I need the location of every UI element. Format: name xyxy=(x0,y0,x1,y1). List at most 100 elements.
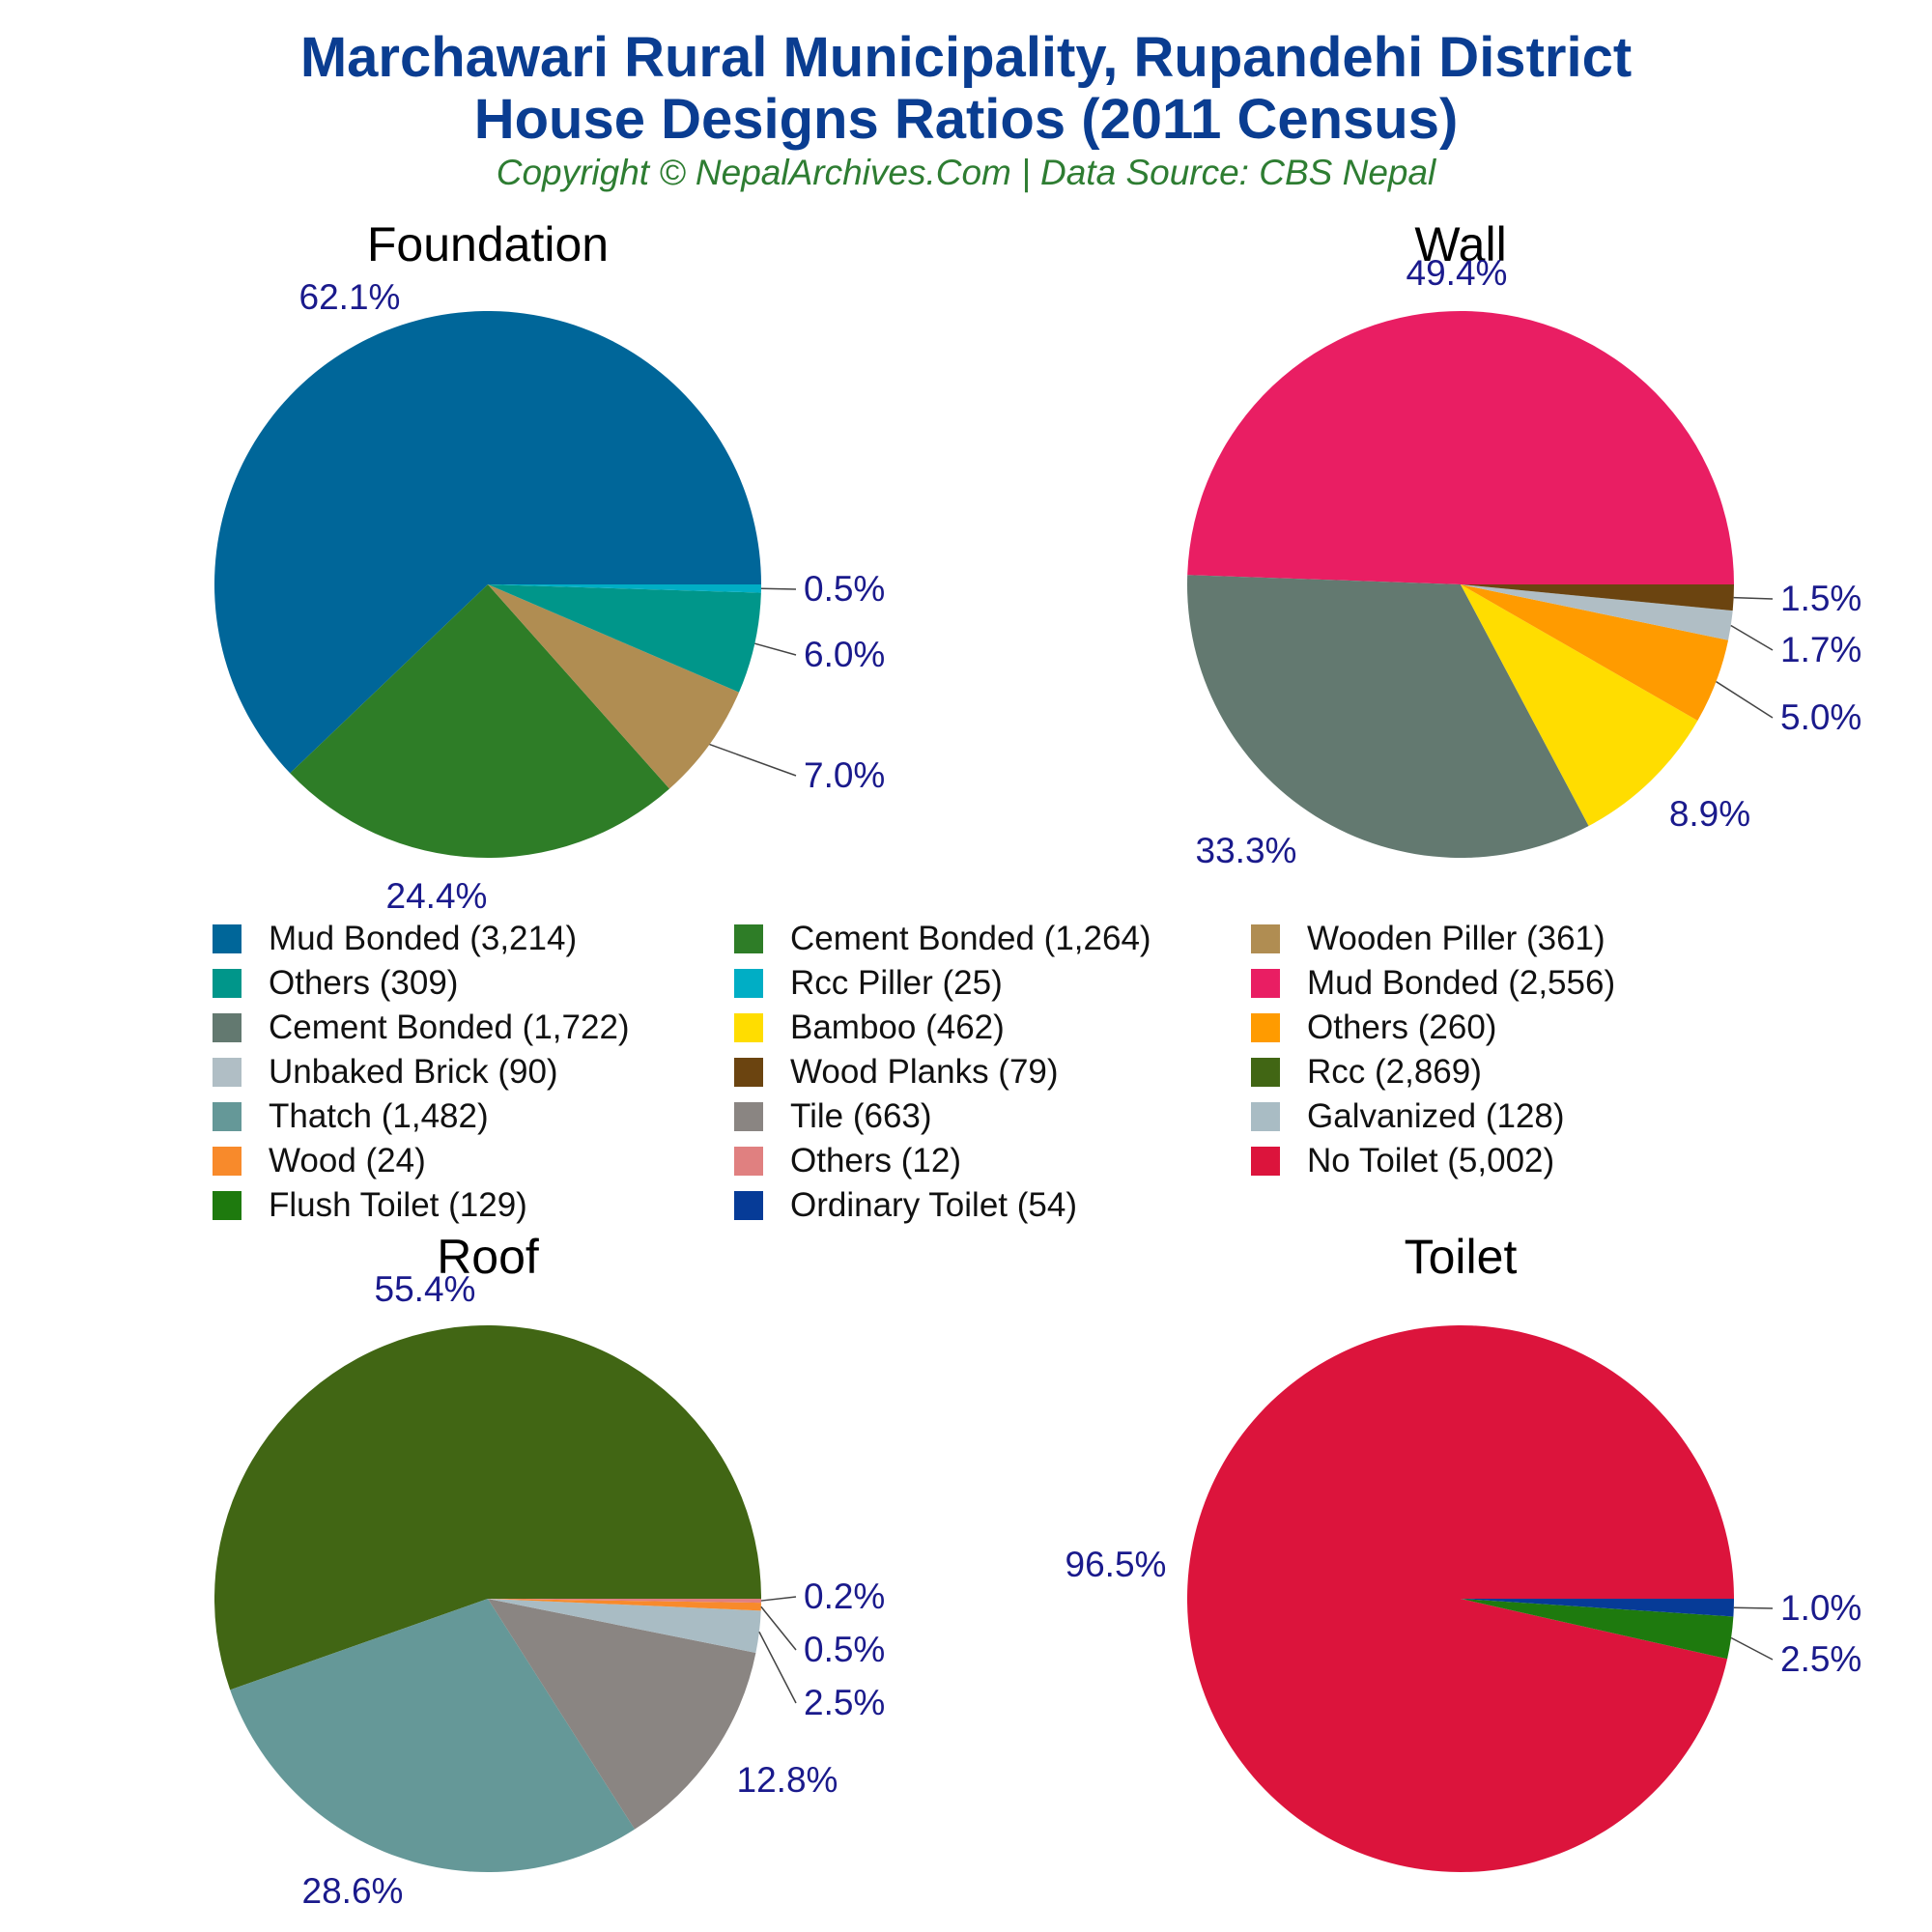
label-leader-line xyxy=(1730,1636,1774,1661)
pie-slice-cement-bonded xyxy=(1187,575,1589,858)
legend-label: Galvanized (128) xyxy=(1307,1097,1565,1135)
legend-label: Unbaked Brick (90) xyxy=(269,1053,558,1091)
chart-subtitle: Copyright © NepalArchives.Com | Data Sou… xyxy=(496,153,1436,192)
legend-item: Mud Bonded (2,556) xyxy=(1251,962,1615,1005)
legend-label: Mud Bonded (3,214) xyxy=(269,920,578,957)
pie-percent-label: 0.5% xyxy=(804,569,885,609)
legend-item: Unbaked Brick (90) xyxy=(213,1051,558,1094)
pie-percent-label: 0.2% xyxy=(804,1577,885,1616)
label-leader-line xyxy=(760,587,797,590)
pie-percent-label: 6.0% xyxy=(804,635,885,674)
legend-label: Rcc Piller (25) xyxy=(790,964,1003,1002)
legend-label: Wood Planks (79) xyxy=(790,1053,1059,1091)
pie-slice-others xyxy=(488,1599,761,1604)
legend: Mud Bonded (3,214) Cement Bonded (1,264) W… xyxy=(213,918,1719,1236)
pie-slice-mud-bonded xyxy=(213,310,761,774)
pie-percent-label: 2.5% xyxy=(1780,1639,1861,1679)
pie-slice-unbaked-brick xyxy=(1461,584,1733,640)
legend-swatch xyxy=(1251,924,1280,953)
pie-slice-tile xyxy=(488,1599,756,1830)
legend-item: Bamboo (462) xyxy=(734,1007,1005,1049)
legend-swatch xyxy=(213,1191,242,1220)
legend-label: Cement Bonded (1,264) xyxy=(790,920,1151,957)
legend-swatch xyxy=(734,1147,763,1176)
legend-item: Cement Bonded (1,722) xyxy=(213,1007,630,1049)
legend-swatch xyxy=(1251,969,1280,998)
pie-percent-label: 55.4% xyxy=(375,1269,476,1309)
pie-slice-flush-toilet xyxy=(1461,1599,1734,1660)
legend-item: Flush Toilet (129) xyxy=(213,1184,527,1227)
label-leader-line xyxy=(709,743,797,777)
pie-slice-others xyxy=(1461,584,1729,721)
pie-slice-wood xyxy=(488,1599,761,1611)
legend-label: Bamboo (462) xyxy=(790,1009,1005,1046)
pie-title: Foundation xyxy=(367,217,609,271)
label-leader-line xyxy=(758,1631,797,1704)
chart-title-line1: Marchawari Rural Municipality, Rupandehi… xyxy=(299,26,1633,89)
legend-label: Flush Toilet (129) xyxy=(269,1186,527,1224)
legend-item: Rcc (2,869) xyxy=(1251,1051,1482,1094)
pie-percent-label: 1.0% xyxy=(1780,1588,1861,1628)
legend-item: Wooden Piller (361) xyxy=(1251,918,1605,960)
legend-item: Tile (663) xyxy=(734,1095,932,1138)
legend-label: Tile (663) xyxy=(790,1097,932,1135)
pie-slice-wood-planks xyxy=(1461,584,1734,611)
legend-swatch xyxy=(1251,1102,1280,1131)
legend-label: Mud Bonded (2,556) xyxy=(1307,964,1616,1002)
pie-chart-toilet: Toilet 96.5% 2.5% 1.0% xyxy=(1065,1230,1861,1872)
legend-item: Thatch (1,482) xyxy=(213,1095,489,1138)
pie-percent-label: 33.3% xyxy=(1196,831,1297,870)
pie-percent-label: 28.6% xyxy=(302,1871,404,1911)
pie-slice-rcc xyxy=(213,1324,761,1690)
pie-slice-mud-bonded xyxy=(1187,310,1734,584)
legend-swatch xyxy=(213,1102,242,1131)
legend-swatch xyxy=(213,1013,242,1042)
legend-label: Others (309) xyxy=(269,964,459,1002)
legend-swatch xyxy=(1251,1013,1280,1042)
legend-swatch xyxy=(734,1191,763,1220)
legend-item: Others (12) xyxy=(734,1140,961,1182)
pie-percent-label: 5.0% xyxy=(1780,697,1861,737)
legend-item: Mud Bonded (3,214) xyxy=(213,918,577,960)
legend-label: Rcc (2,869) xyxy=(1307,1053,1482,1091)
legend-label: No Toilet (5,002) xyxy=(1307,1142,1555,1179)
pie-slice-rcc-piller xyxy=(488,584,761,593)
label-leader-line xyxy=(1733,1606,1774,1609)
legend-item: No Toilet (5,002) xyxy=(1251,1140,1554,1182)
pie-percent-label: 0.5% xyxy=(804,1630,885,1669)
legend-item: Others (260) xyxy=(1251,1007,1496,1049)
label-leader-line xyxy=(760,1596,797,1602)
legend-swatch xyxy=(734,1013,763,1042)
pie-percent-label: 12.8% xyxy=(737,1760,838,1800)
legend-item: Others (309) xyxy=(213,962,458,1005)
label-leader-line xyxy=(1730,624,1774,651)
legend-label: Ordinary Toilet (54) xyxy=(790,1186,1077,1224)
legend-item: Cement Bonded (1,264) xyxy=(734,918,1151,960)
label-leader-line xyxy=(760,1605,797,1651)
legend-swatch xyxy=(734,1058,763,1087)
legend-swatch xyxy=(213,969,242,998)
legend-item: Wood (24) xyxy=(213,1140,426,1182)
pie-percent-label: 8.9% xyxy=(1669,794,1750,834)
legend-swatch xyxy=(213,924,242,953)
pie-slice-cement-bonded xyxy=(290,584,670,858)
pie-percent-label: 96.5% xyxy=(1065,1545,1167,1584)
chart-title-line2: House Designs Ratios (2011 Census) xyxy=(473,88,1459,151)
legend-swatch xyxy=(734,969,763,998)
legend-item: Rcc Piller (25) xyxy=(734,962,1003,1005)
pie-percent-label: 1.5% xyxy=(1780,579,1861,618)
pie-percent-label: 2.5% xyxy=(804,1683,885,1722)
legend-swatch xyxy=(1251,1058,1280,1087)
pie-title: Roof xyxy=(437,1230,539,1284)
legend-swatch xyxy=(213,1147,242,1176)
pie-slice-galvanized xyxy=(488,1599,761,1653)
pie-percent-label: 49.4% xyxy=(1406,253,1508,293)
legend-label: Cement Bonded (1,722) xyxy=(269,1009,630,1046)
legend-label: Others (12) xyxy=(790,1142,961,1179)
pie-chart-foundation: Foundation 62.1% 24.4% 7.0% 6.0% 0.5% xyxy=(213,217,885,916)
legend-label: Wood (24) xyxy=(269,1142,426,1179)
legend-label: Thatch (1,482) xyxy=(269,1097,489,1135)
